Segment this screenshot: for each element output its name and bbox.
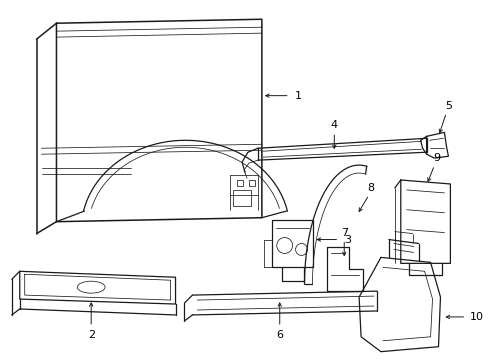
Text: 9: 9	[433, 153, 440, 163]
Text: 1: 1	[294, 91, 302, 101]
Text: 3: 3	[344, 234, 351, 244]
Bar	[237, 180, 243, 186]
Text: 5: 5	[445, 100, 452, 111]
Text: 2: 2	[88, 330, 95, 340]
Bar	[233, 190, 251, 206]
Bar	[249, 180, 255, 186]
Text: 7: 7	[341, 228, 348, 238]
Text: 10: 10	[470, 312, 484, 322]
Text: 6: 6	[276, 330, 283, 340]
Text: 8: 8	[368, 183, 374, 193]
Text: 4: 4	[331, 121, 338, 130]
